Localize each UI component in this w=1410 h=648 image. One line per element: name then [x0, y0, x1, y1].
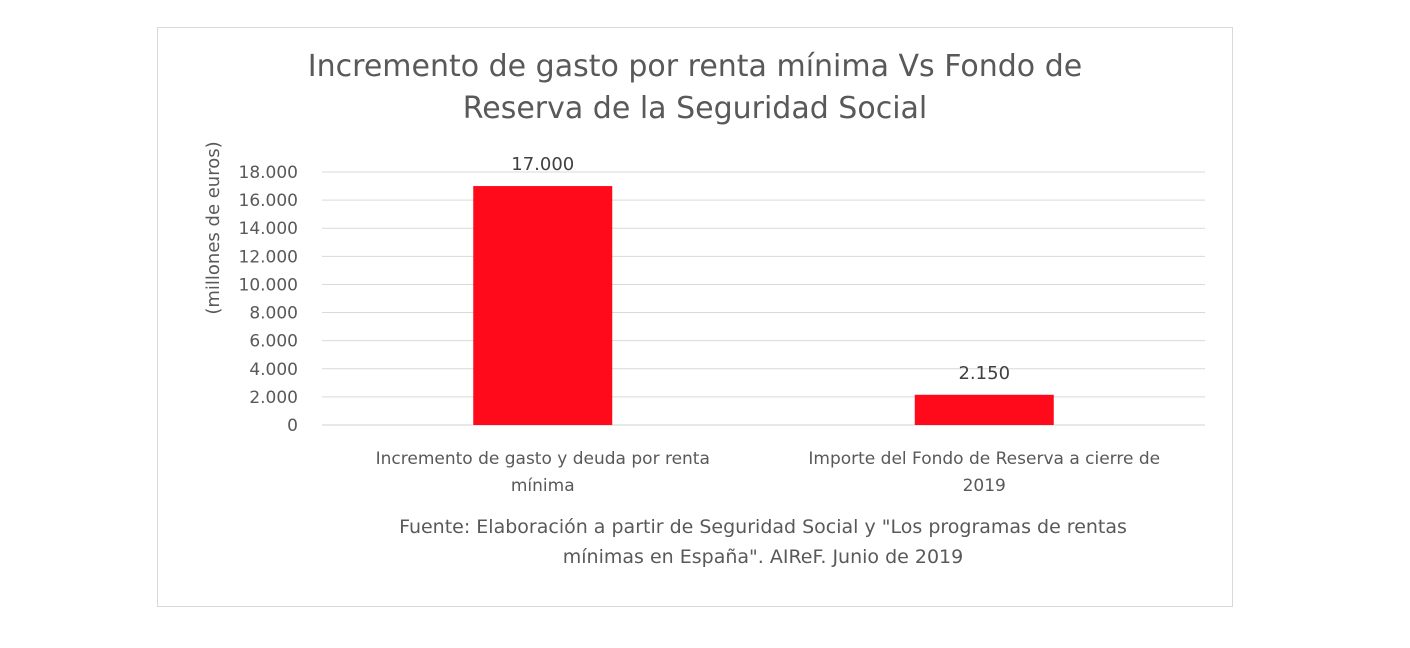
category-label-2-line-1: Importe del Fondo de Reserva a cierre de	[808, 449, 1160, 469]
y-tick-label: 0	[287, 416, 298, 436]
category-label-2-line-2: 2019	[963, 476, 1006, 496]
y-tick-label: 2.000	[249, 388, 298, 408]
y-tick-label: 10.000	[239, 275, 298, 295]
bar-1	[473, 186, 613, 425]
y-tick-label: 18.000	[239, 163, 298, 183]
data-label-1: 17.000	[511, 154, 574, 175]
y-tick-label: 8.000	[249, 304, 298, 324]
data-label-2: 2.150	[958, 363, 1010, 384]
y-tick-label: 16.000	[239, 191, 298, 211]
chart-title-line-1: Incremento de gasto por renta mínima Vs …	[308, 49, 1082, 84]
chart-frame	[157, 27, 1233, 607]
y-tick-label: 6.000	[249, 332, 298, 352]
bar-2	[914, 394, 1054, 425]
source-note-line-1: Fuente: Elaboración a partir de Segurida…	[399, 516, 1127, 538]
y-tick-label: 12.000	[239, 247, 298, 267]
chart-title-line-2: Reserva de la Seguridad Social	[463, 91, 928, 126]
y-tick-label: 14.000	[239, 219, 298, 239]
source-note-line-2: mínimas en España". AIReF. Junio de 2019	[563, 546, 963, 568]
category-label-1-line-1: Incremento de gasto y deuda por renta	[376, 449, 710, 469]
y-axis-label: (millones de euros)	[203, 141, 224, 314]
category-label-1-line-2: mínima	[511, 476, 575, 496]
y-tick-label: 4.000	[249, 360, 298, 380]
